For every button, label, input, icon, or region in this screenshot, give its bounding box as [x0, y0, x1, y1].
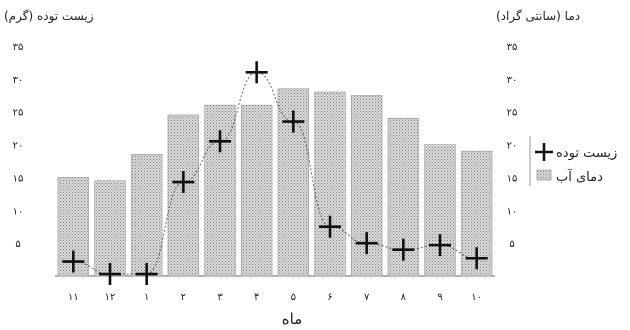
temperature-bars [57, 88, 493, 277]
temperature-bar [94, 180, 126, 277]
x-tick-label: ۴ [254, 292, 259, 303]
legend-biomass-marker [535, 143, 553, 161]
right-tick-label: ۱۰ [507, 206, 518, 217]
biomass-point [99, 263, 121, 286]
right-tick-label: ۳۰ [507, 75, 518, 86]
x-axis-ticks: ۱۱ ۱۲ ۱ ۲ ۳ ۴ ۵ ۶ ۷ ۸ ۹ ۱۰ [68, 292, 482, 303]
right-tick-label: ۲۰ [507, 141, 518, 152]
biomass-points [62, 61, 488, 286]
biomass-point [172, 171, 195, 194]
x-tick-label: ۷ [364, 292, 370, 303]
biomass-point [392, 238, 415, 261]
left-axis-title: زیست توده (گرم) [4, 9, 94, 24]
right-tick-label: ۵ [509, 239, 514, 250]
legend-temperature-swatch [536, 169, 552, 181]
x-tick-label: ۵ [291, 292, 296, 303]
left-tick-label: ۳۰ [13, 75, 24, 86]
biomass-point [429, 234, 451, 257]
x-tick-label: ۱۱ [68, 292, 79, 303]
legend-temperature-label: دمای آب [556, 168, 603, 185]
left-tick-label: ۳۵ [13, 42, 24, 53]
biomass-point [319, 215, 341, 238]
right-axis-title: دما (سانتی گراد) [496, 9, 580, 24]
right-tick-label: ۳۵ [507, 42, 518, 53]
biomass-point [209, 130, 231, 153]
x-tick-label: ۳ [217, 292, 223, 303]
biomass-point [135, 263, 158, 286]
x-tick-label: ۶ [327, 292, 332, 303]
left-tick-label: ۱۵ [13, 173, 24, 184]
left-tick-label: ۱۰ [13, 206, 24, 217]
biomass-point [465, 247, 488, 270]
temperature-bar [57, 177, 90, 277]
biomass-point [62, 250, 85, 273]
right-axis-ticks: ۳۵ ۳۰ ۲۵ ۲۰ ۱۵ ۱۰ ۵ [507, 42, 518, 250]
temperature-bar [424, 144, 456, 277]
biomass-point [282, 110, 305, 133]
left-tick-label: ۲۰ [13, 141, 24, 152]
x-tick-label: ۹ [437, 292, 442, 303]
x-tick-label: ۸ [401, 292, 407, 303]
temperature-bar [314, 91, 346, 277]
biomass-point [245, 61, 268, 84]
temperature-bar [240, 104, 273, 277]
right-tick-label: ۱۵ [507, 173, 518, 184]
left-axis-ticks: ۳۵ ۳۰ ۲۵ ۲۰ ۱۵ ۱۰ ۵ [13, 42, 24, 250]
x-tick-label: ۱۰ [471, 292, 482, 303]
biomass-point [355, 232, 378, 255]
legend-biomass-label: زیست توده [556, 146, 617, 161]
temperature-bar [204, 104, 236, 277]
x-tick-label: ۱۲ [105, 292, 116, 303]
right-tick-label: ۲۵ [507, 108, 518, 119]
x-axis-title: ماه [282, 310, 302, 328]
legend: زیست توده دمای آب [529, 136, 617, 186]
x-tick-label: ۱ [144, 292, 149, 303]
x-tick-label: ۲ [181, 292, 186, 303]
temperature-bar [130, 154, 163, 277]
left-tick-label: ۵ [15, 239, 20, 250]
left-tick-label: ۲۵ [13, 108, 24, 119]
